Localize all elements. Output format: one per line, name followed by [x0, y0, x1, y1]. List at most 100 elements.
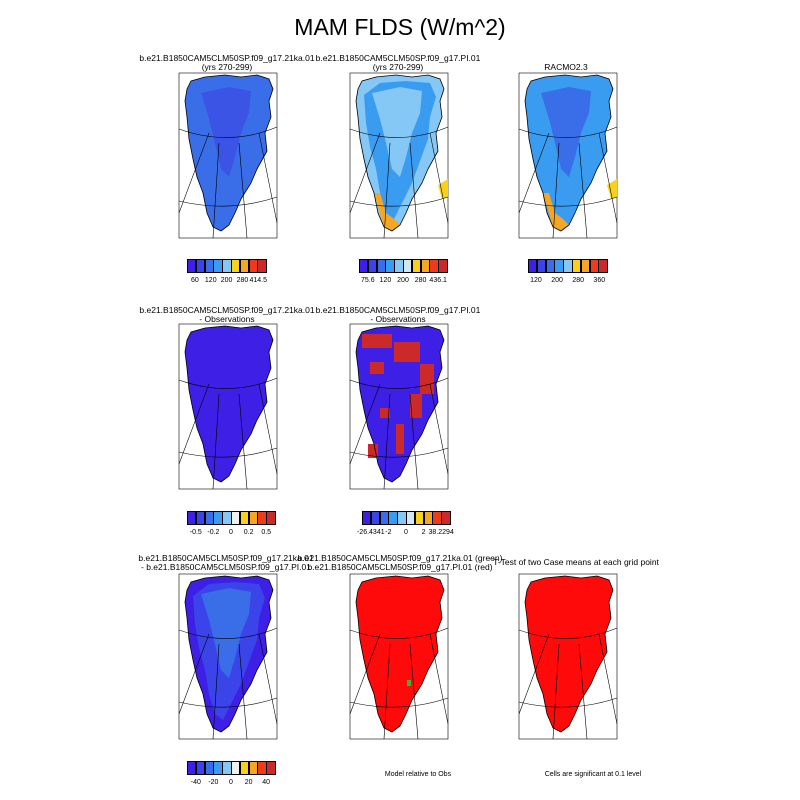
colorbar-swatch [266, 761, 276, 775]
colorbar-tick-label: 20 [244, 779, 253, 786]
green-cell [407, 680, 411, 686]
longitude-line [518, 132, 550, 214]
latitude-line [349, 627, 449, 639]
warm-fringe [374, 193, 400, 231]
ice-sheet-fill [201, 87, 251, 177]
colorbar-tick-label: 280 [414, 277, 427, 284]
colorbar-tick-label: -2 [385, 529, 392, 536]
latitude-line [518, 126, 618, 138]
latitude-line [178, 447, 278, 458]
colorbar-tick-label: -0.2 [207, 529, 220, 536]
longitude-line [383, 142, 391, 239]
panel-5-title: b.e21.B1850CAM5CLM50SP.f09_g17.PI.01 - O… [315, 305, 481, 324]
colorbar-tick-label: -40 [190, 779, 201, 786]
positive-bias-cell [380, 408, 390, 418]
longitude-line [178, 383, 210, 465]
longitude-line [258, 383, 278, 475]
colorbar-tick-label: 0 [404, 529, 408, 536]
positive-bias-cell [368, 444, 378, 458]
longitude-line [409, 643, 419, 740]
longitude-line [518, 633, 550, 715]
longitude-line [238, 142, 248, 239]
positive-bias-cell [362, 334, 392, 348]
colorbar-tick-label: -20 [208, 779, 219, 786]
colorbar-tick-label: 0.2 [243, 529, 254, 536]
longitude-line [178, 633, 210, 715]
map-panel-8 [349, 573, 449, 740]
positive-bias-cell [396, 424, 404, 454]
colorbar-tick-label: 60 [191, 277, 199, 284]
colorbar-tick-label: -0.5 [189, 529, 202, 536]
colorbar-tick-label: 38.2294 [428, 529, 454, 536]
colorbar-tick-label: 75.6 [360, 277, 375, 284]
longitude-line [409, 142, 419, 239]
colorbar-tick-label: 414.5 [249, 277, 268, 284]
longitude-line [598, 132, 618, 224]
longitude-line [383, 393, 391, 490]
coastline [524, 74, 614, 232]
latitude-line [518, 627, 618, 639]
colorbar-tick-label: 200 [551, 277, 563, 284]
colorbar-tick-label: 280 [236, 277, 249, 284]
colorbar-tick-label: 0 [229, 779, 233, 786]
longitude-line [238, 643, 248, 740]
colorbar-tick-label: 280 [572, 277, 584, 284]
figure-title: MAM FLDS (W/m^2) [294, 14, 506, 40]
colorbar-tick-label: 40 [262, 779, 271, 786]
map-panel-5 [349, 323, 449, 490]
colorbar-tick-label: 120 [530, 277, 542, 284]
latitude-line [178, 697, 278, 708]
ice-sheet-fill [372, 87, 422, 177]
latitude-line [349, 126, 449, 138]
latitude-line [518, 196, 618, 207]
warm-fringe [543, 193, 569, 231]
longitude-line [429, 132, 449, 224]
significance-note: Cells are significant at 0.1 level [544, 771, 642, 778]
ice-sheet-fill [356, 576, 444, 732]
map-panel-1 [178, 72, 278, 239]
ice-sheet-fill [525, 576, 613, 732]
longitude-line [578, 142, 588, 239]
longitude-line [552, 142, 560, 239]
colorbar-swatch [438, 259, 448, 273]
colorbar-swatch [266, 511, 276, 525]
longitude-line [258, 132, 278, 224]
coastline [184, 74, 274, 232]
longitude-line [349, 383, 381, 465]
longitude-line [258, 633, 278, 725]
coastline [355, 325, 445, 483]
map-panel-2 [349, 72, 449, 239]
panel-9-title: T-Test of two Case means at each grid po… [493, 557, 659, 567]
longitude-line [212, 142, 220, 239]
coastline [524, 575, 614, 733]
longitude-line [409, 393, 419, 490]
colorbar-tick-label: 436.1 [429, 277, 447, 284]
colorbar-tick-label: 0.5 [261, 529, 272, 536]
latitude-line [178, 377, 278, 389]
longitude-line [349, 633, 381, 715]
longitude-line [178, 132, 210, 214]
panel-1-title: b.e21.B1850CAM5CLM50SP.f09_g17.21ka.01 (… [139, 53, 315, 72]
panel-8-title: b.e21.B1850CAM5CLM50SP.f09_g17.21ka.01 (… [297, 553, 503, 572]
colorbar-swatch [441, 511, 451, 525]
positive-bias-cell [370, 362, 384, 374]
longitude-line [598, 633, 618, 725]
positive-bias-cell [394, 342, 420, 362]
panel-3-title: RACMO2.3 [544, 62, 588, 72]
latitude-line [349, 447, 449, 458]
positive-bias-cell [410, 394, 422, 418]
longitude-line [429, 633, 449, 725]
longitude-line [383, 643, 391, 740]
latitude-line [178, 627, 278, 639]
map-panel-3 [518, 72, 618, 239]
colorbar-swatch [257, 259, 267, 273]
colorbar-swatch [598, 259, 608, 273]
colorbar-tick-label: 2 [421, 529, 426, 536]
coastline [184, 575, 274, 733]
panel-2-title: b.e21.B1850CAM5CLM50SP.f09_g17.PI.01 (yr… [315, 53, 481, 72]
latitude-line [178, 196, 278, 207]
map-panel-7 [178, 573, 278, 740]
panel-4-title: b.e21.B1850CAM5CLM50SP.f09_g17.21ka.01 -… [139, 305, 315, 324]
latitude-line [349, 196, 449, 207]
colorbar-tick-label: 120 [379, 277, 392, 284]
